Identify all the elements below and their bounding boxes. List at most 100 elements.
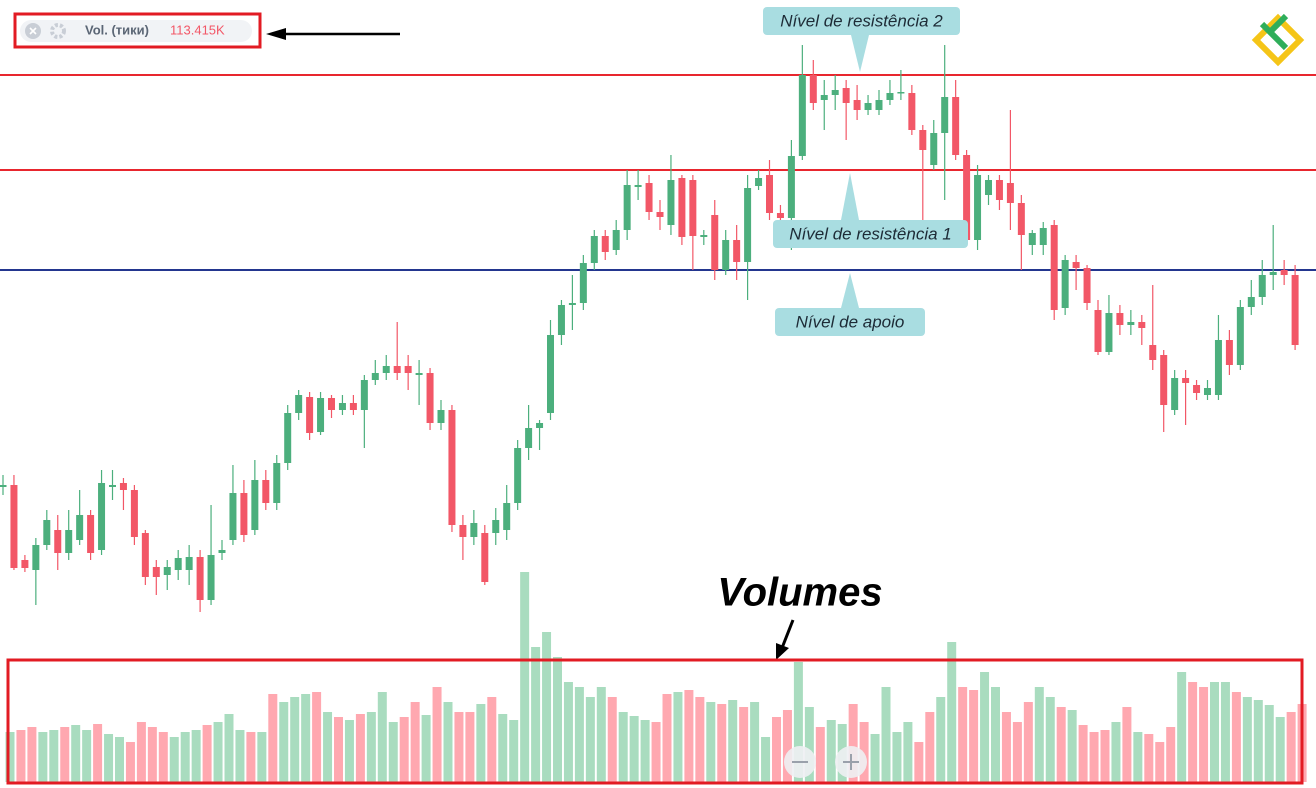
volume-title: Volumes — [717, 571, 882, 615]
volume-bar — [618, 712, 628, 782]
candle-body — [371, 373, 379, 380]
candle-body — [273, 463, 281, 503]
volume-box — [6, 658, 1304, 785]
candle-body — [1072, 262, 1080, 268]
candle-body — [404, 366, 412, 373]
candle-body — [623, 185, 631, 230]
candle-body — [1193, 385, 1201, 393]
candle-body — [207, 555, 215, 600]
volume-bar — [804, 707, 814, 782]
settings-icon[interactable] — [50, 23, 66, 39]
volume-bar — [1144, 734, 1154, 782]
callouts: Nível de resistência 2 Nível de resistênc… — [763, 7, 968, 336]
candle-body — [459, 525, 467, 537]
candle-body — [974, 175, 982, 240]
candle-body — [919, 130, 927, 150]
candle-body — [349, 403, 357, 410]
candle-body — [1083, 268, 1091, 303]
volume-bar — [1089, 732, 1099, 782]
volume-bar — [1056, 707, 1066, 782]
volume-bar — [355, 714, 365, 782]
volume-bar — [410, 702, 420, 782]
volume-bar — [476, 704, 486, 782]
candle-body — [842, 88, 850, 103]
candle-body — [481, 533, 489, 582]
candle-body — [864, 103, 872, 110]
candle-body — [21, 560, 29, 568]
candle-body — [809, 75, 817, 103]
candle-body — [995, 180, 1003, 200]
volume-bar — [772, 717, 781, 782]
candle-body — [766, 175, 773, 213]
candle-body — [109, 485, 116, 487]
candle-body — [1247, 297, 1255, 307]
candle-body — [853, 100, 861, 110]
volume-bar — [870, 734, 880, 782]
callout-box — [775, 308, 925, 336]
volume-bar — [312, 692, 322, 782]
candle-body — [831, 90, 839, 95]
volume-bar — [93, 724, 103, 782]
volume-bar — [443, 702, 453, 782]
volume-bar — [574, 687, 584, 782]
candle-body — [1182, 378, 1190, 383]
volume-bar — [1286, 712, 1296, 782]
volume-bar — [180, 732, 190, 782]
zoom-in-icon — [843, 754, 859, 770]
volume-bar — [509, 720, 519, 782]
candle-body — [656, 212, 664, 217]
volume-bar — [651, 722, 661, 782]
volume-bar — [115, 737, 124, 782]
candle-body — [0, 485, 7, 487]
volume-bar — [782, 710, 792, 782]
candle-body — [1116, 313, 1124, 325]
volume-bar — [1045, 697, 1055, 782]
candle-body — [503, 503, 511, 530]
callout-box — [763, 7, 960, 35]
volume-bar — [147, 727, 157, 782]
volume-bar — [158, 732, 168, 782]
candle-body — [536, 423, 544, 428]
candle-body — [1138, 322, 1146, 328]
volume-bar — [1100, 730, 1110, 782]
level-label: Nível de resistência 2 — [780, 11, 943, 30]
candle-body — [579, 263, 587, 303]
candle-body — [601, 236, 609, 252]
candle-body — [787, 156, 795, 218]
indicator-pill — [20, 20, 252, 42]
level-label: Nível de apoio — [796, 312, 905, 331]
candle-body — [744, 188, 752, 262]
volume-bar — [1034, 687, 1044, 782]
volume-bar — [563, 682, 573, 782]
volume-bar — [334, 717, 343, 782]
volume-bar — [695, 697, 705, 782]
volume-bar — [498, 714, 508, 782]
candle-body — [141, 533, 149, 577]
volume-bar — [38, 732, 48, 782]
volume-bar — [662, 694, 672, 782]
candle-body — [820, 95, 828, 100]
volume-bar — [1264, 705, 1274, 782]
candle-body — [65, 530, 73, 553]
volume-bar — [454, 712, 464, 782]
volume-bar — [1111, 722, 1121, 782]
volume-bar — [542, 632, 552, 782]
volume-bar — [169, 737, 179, 782]
volume-bar — [1231, 692, 1241, 782]
volume-bar — [465, 712, 475, 782]
volume-bar — [1253, 700, 1263, 782]
volume-bar — [202, 725, 212, 782]
candle-body — [338, 403, 346, 410]
candle-body — [98, 483, 106, 550]
volume-bar — [892, 732, 902, 782]
volume-bar — [1155, 742, 1165, 782]
candle-body — [547, 335, 554, 413]
volume-bar — [1067, 710, 1077, 782]
level-label: Nível de resistência 1 — [789, 224, 952, 243]
candle-body — [426, 373, 434, 423]
volume-bar — [125, 742, 135, 782]
candle-body — [1050, 225, 1058, 310]
candle-body — [667, 180, 675, 225]
candle-body — [1039, 228, 1047, 245]
